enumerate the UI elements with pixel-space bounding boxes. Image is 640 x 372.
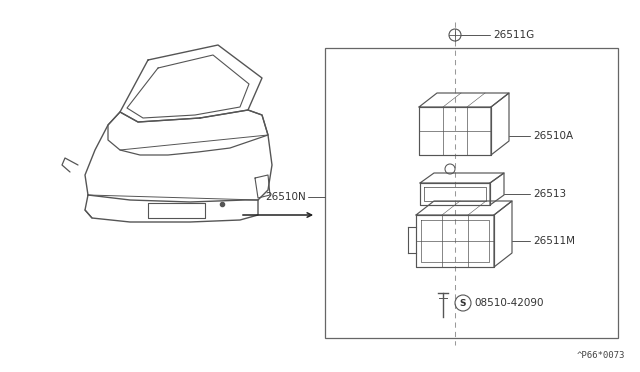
Bar [325, 48, 618, 338]
Text: 26511M: 26511M [533, 236, 575, 246]
Text: ^P66*0073: ^P66*0073 [577, 351, 625, 360]
Text: 26513: 26513 [533, 189, 566, 199]
Text: 26511G: 26511G [493, 30, 534, 40]
Text: S: S [460, 298, 467, 308]
Text: 26510N: 26510N [265, 192, 306, 202]
Text: 26510A: 26510A [533, 131, 573, 141]
Text: 08510-42090: 08510-42090 [474, 298, 543, 308]
